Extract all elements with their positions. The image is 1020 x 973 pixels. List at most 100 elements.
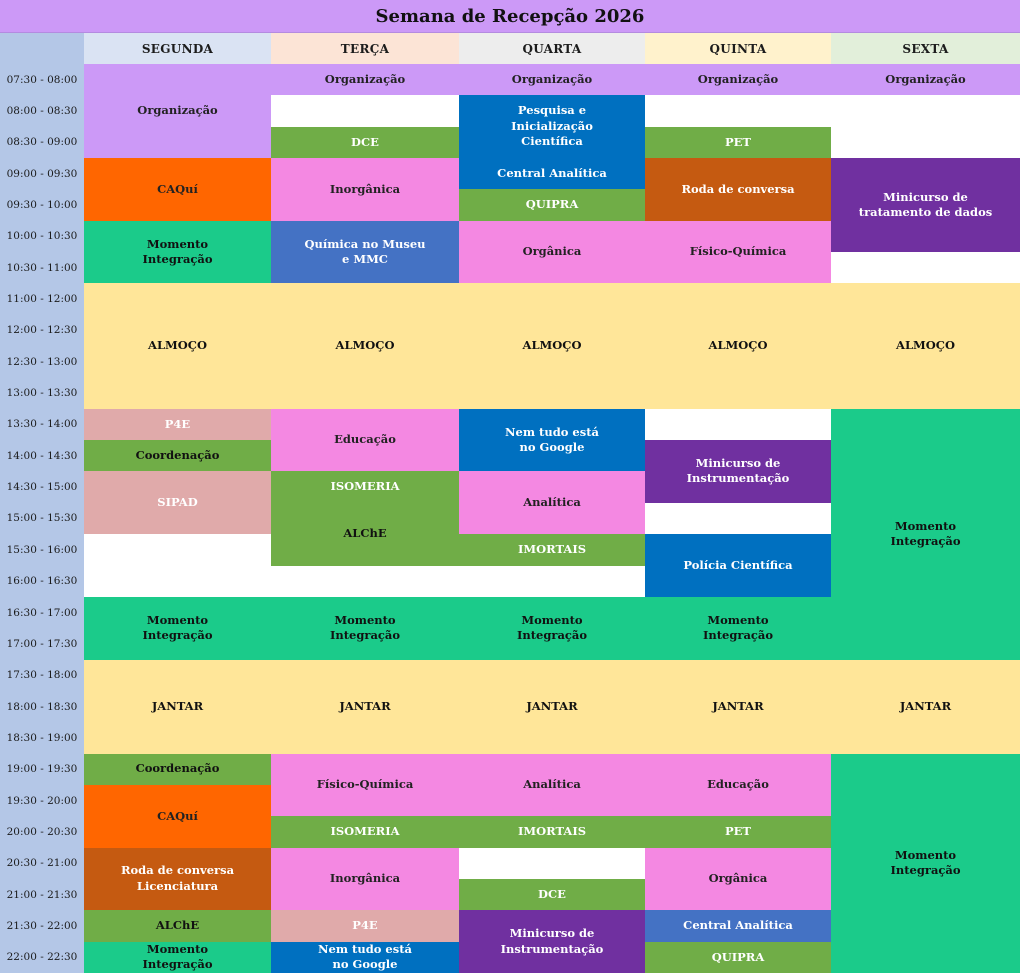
event-block: DCE: [271, 126, 459, 159]
event-block: Momento Integração: [459, 596, 645, 660]
event-block: Inorgânica: [271, 158, 459, 221]
time-slot-label: 21:30 - 22:00: [0, 910, 84, 942]
event-block: ALChE: [271, 502, 459, 566]
event-block: Coordenação: [84, 440, 271, 472]
event-block: Organização: [84, 64, 271, 159]
time-slot-label: 18:30 - 19:00: [0, 722, 84, 754]
event-block: Pesquisa e Inicialização Científica: [459, 95, 645, 159]
event-block: Minicurso de Instrumentação: [645, 440, 831, 503]
event-block: Nem tudo está no Google: [271, 941, 459, 973]
event-block: QUIPRA: [645, 941, 831, 973]
event-block: Educação: [645, 753, 831, 817]
time-slot-label: 14:30 - 15:00: [0, 471, 84, 503]
event-block: Coordenação: [84, 753, 271, 785]
time-slot-label: 11:00 - 12:00: [0, 283, 84, 315]
event-block: ALMOÇO: [84, 283, 271, 409]
event-block: Minicurso de tratamento de dados: [831, 158, 1020, 253]
time-slot-label: 09:30 - 10:00: [0, 189, 84, 221]
day-header-terça: TERÇA: [271, 33, 459, 64]
event-block: JANTAR: [84, 659, 271, 754]
event-block: Orgânica: [459, 220, 645, 284]
event-block: Momento Integração: [84, 220, 271, 284]
event-block: Físico-Química: [271, 753, 459, 817]
event-block: Central Analítica: [645, 910, 831, 942]
event-block: CAQuí: [84, 158, 271, 221]
event-block: Físico-Química: [645, 220, 831, 284]
event-block: Educação: [271, 408, 459, 472]
event-block: JANTAR: [271, 659, 459, 754]
event-block: Nem tudo está no Google: [459, 408, 645, 472]
time-slot-label: 19:30 - 20:00: [0, 784, 84, 817]
event-block: Inorgânica: [271, 847, 459, 911]
time-slot-label: 22:00 - 22:30: [0, 941, 84, 973]
event-block: Polícia Científica: [645, 534, 831, 597]
event-block: QUIPRA: [459, 189, 645, 221]
event-block: Analítica: [459, 471, 645, 535]
event-block: Química no Museu e MMC: [271, 220, 459, 284]
time-slot-label: 10:00 - 10:30: [0, 220, 84, 253]
time-slot-label: 13:30 - 14:00: [0, 408, 84, 441]
time-slot-label: 13:00 - 13:30: [0, 377, 84, 409]
time-slot-label: 08:00 - 08:30: [0, 95, 84, 127]
event-block: Central Analítica: [459, 158, 645, 190]
event-block: PET: [645, 126, 831, 159]
time-slot-label: 17:30 - 18:00: [0, 659, 84, 691]
time-slot-label: 20:30 - 21:00: [0, 847, 84, 879]
event-block: Momento Integração: [645, 596, 831, 660]
event-block: Organização: [459, 64, 645, 96]
day-header-quarta: QUARTA: [459, 33, 645, 64]
event-block: Roda de conversa: [645, 158, 831, 221]
event-block: P4E: [271, 910, 459, 942]
event-block: Momento Integração: [831, 408, 1020, 660]
event-block: ISOMERIA: [271, 471, 459, 503]
event-block: Organização: [831, 64, 1020, 96]
time-slot-label: 16:30 - 17:00: [0, 596, 84, 629]
day-header-segunda: SEGUNDA: [84, 33, 271, 64]
time-slot-label: 08:30 - 09:00: [0, 126, 84, 159]
event-block: JANTAR: [459, 659, 645, 754]
event-block: Momento Integração: [271, 596, 459, 660]
event-block: JANTAR: [831, 659, 1020, 754]
event-block: ISOMERIA: [271, 816, 459, 848]
event-block: ALMOÇO: [459, 283, 645, 409]
time-slot-label: 21:00 - 21:30: [0, 878, 84, 911]
time-slot-label: 12:30 - 13:00: [0, 346, 84, 378]
day-header-quinta: QUINTA: [645, 33, 831, 64]
schedule-title: Semana de Recepção 2026: [0, 0, 1020, 33]
time-slot-label: 14:00 - 14:30: [0, 440, 84, 472]
time-slot-label: 07:30 - 08:00: [0, 64, 84, 96]
time-slot-label: 19:00 - 19:30: [0, 753, 84, 785]
event-block: Momento Integração: [831, 753, 1020, 973]
event-block: SIPAD: [84, 471, 271, 535]
event-block: ALMOÇO: [645, 283, 831, 409]
time-slot-label: 10:30 - 11:00: [0, 252, 84, 284]
time-slot-label: 15:30 - 16:00: [0, 534, 84, 566]
event-block: Roda de conversa Licenciatura: [84, 847, 271, 911]
event-block: IMORTAIS: [459, 534, 645, 566]
event-block: PET: [645, 816, 831, 848]
event-block: IMORTAIS: [459, 816, 645, 848]
event-block: ALMOÇO: [271, 283, 459, 409]
day-header-sexta: SEXTA: [831, 33, 1020, 64]
time-slot-label: 16:00 - 16:30: [0, 565, 84, 597]
event-block: Organização: [271, 64, 459, 96]
time-slot-label: 09:00 - 09:30: [0, 158, 84, 190]
event-block: JANTAR: [645, 659, 831, 754]
event-block: P4E: [84, 408, 271, 441]
time-slot-label: 18:00 - 18:30: [0, 690, 84, 723]
event-block: ALChE: [84, 910, 271, 942]
time-slot-label: 12:00 - 12:30: [0, 314, 84, 347]
time-slot-label: 20:00 - 20:30: [0, 816, 84, 848]
event-block: DCE: [459, 878, 645, 911]
event-block: Orgânica: [645, 847, 831, 911]
time-slot-label: 17:00 - 17:30: [0, 628, 84, 660]
time-slot-label: 15:00 - 15:30: [0, 502, 84, 535]
event-block: Organização: [645, 64, 831, 96]
event-block: Analítica: [459, 753, 645, 817]
event-block: Momento Integração: [84, 941, 271, 973]
event-block: Minicurso de Instrumentação: [459, 910, 645, 973]
event-block: ALMOÇO: [831, 283, 1020, 409]
event-block: CAQuí: [84, 784, 271, 848]
event-block: Momento Integração: [84, 596, 271, 660]
